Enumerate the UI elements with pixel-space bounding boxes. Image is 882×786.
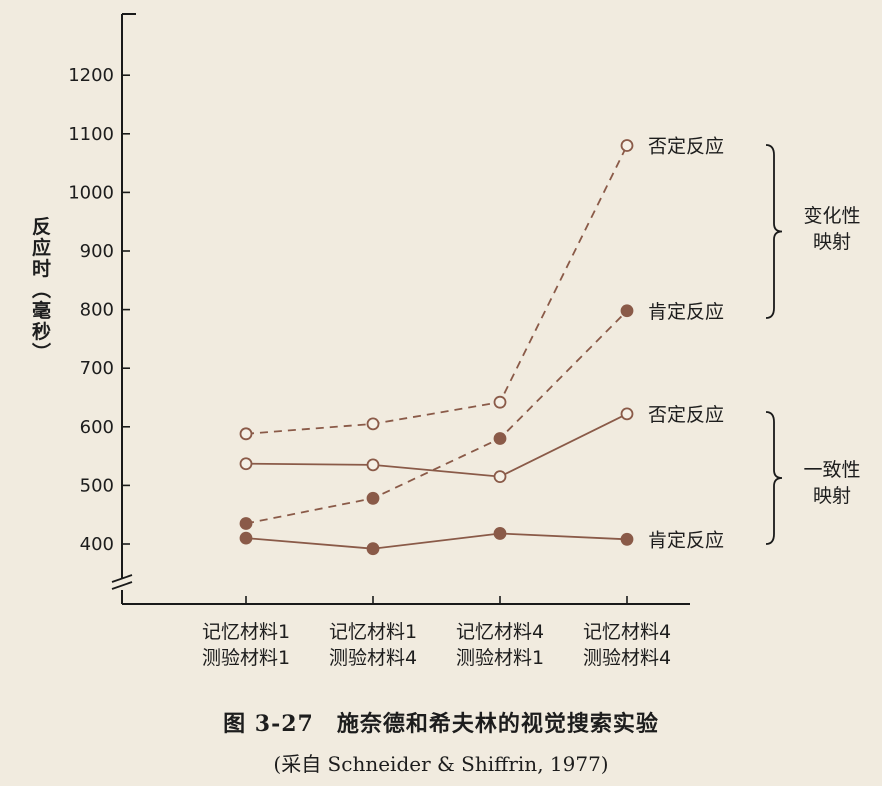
data-point [620, 304, 634, 318]
series-line [245, 413, 628, 478]
data-point [239, 457, 253, 471]
group-label: 映射 [813, 485, 851, 507]
group-label: 变化性 [803, 205, 860, 227]
y-tick-label: 900 [80, 241, 114, 262]
data-point [239, 517, 253, 530]
y-tick-label: 500 [80, 475, 114, 496]
y-axis-title: 反应时（毫秒） [29, 216, 51, 363]
axis-break-mark [111, 581, 133, 590]
y-tick-label: 800 [80, 300, 114, 321]
y-tick-label: 700 [80, 358, 114, 379]
data-point [239, 531, 253, 545]
data-point [493, 395, 507, 409]
group-brace [765, 144, 783, 319]
x-tick-label: 测验材料1 [456, 647, 544, 669]
chart-svg: 400 500 600 700 800 900 1000 1100 1200 记忆材料1 测验材料1… [29, 13, 861, 669]
x-tick-label: 记忆材料1 [202, 621, 290, 643]
x-tick-label: 记忆材料4 [456, 621, 544, 643]
group-brace [765, 411, 783, 545]
data-point [620, 532, 634, 546]
series-label: 肯定反应 [648, 301, 724, 323]
group-label: 映射 [813, 231, 851, 253]
data-point [493, 432, 507, 445]
data-point [366, 491, 380, 505]
series-label: 否定反应 [648, 404, 724, 426]
x-tick-label: 测验材料1 [202, 647, 290, 669]
figure-caption-title: 图 3-27 施奈德和希夫林的视觉搜索实验 [223, 711, 659, 737]
data-point [620, 407, 634, 421]
data-point [493, 527, 507, 540]
y-tick-label: 1200 [68, 65, 114, 86]
x-tick-label: 测验材料4 [329, 647, 417, 669]
group-label: 一致性 [803, 459, 860, 481]
data-point [366, 417, 380, 431]
data-point [493, 470, 507, 484]
series-label: 否定反应 [648, 136, 724, 158]
axis-break-mark [111, 574, 133, 583]
x-tick-label: 测验材料4 [583, 647, 671, 669]
x-tick-label: 记忆材料1 [329, 621, 417, 643]
figure-caption-source: (采自 Schneider & Shiffrin, 1977) [273, 752, 609, 776]
data-point [239, 427, 253, 441]
data-point [366, 542, 380, 556]
y-tick-label: 600 [80, 417, 114, 438]
series-line [245, 310, 628, 525]
y-tick-label: 400 [80, 534, 114, 555]
data-point [620, 139, 634, 152]
series-line [245, 145, 628, 435]
y-tick-label: 1000 [68, 182, 114, 203]
x-tick-label: 记忆材料4 [583, 621, 671, 643]
series-label: 肯定反应 [648, 529, 724, 551]
y-tick-label: 1100 [68, 124, 114, 145]
data-point [366, 458, 380, 472]
series-line [245, 532, 628, 550]
